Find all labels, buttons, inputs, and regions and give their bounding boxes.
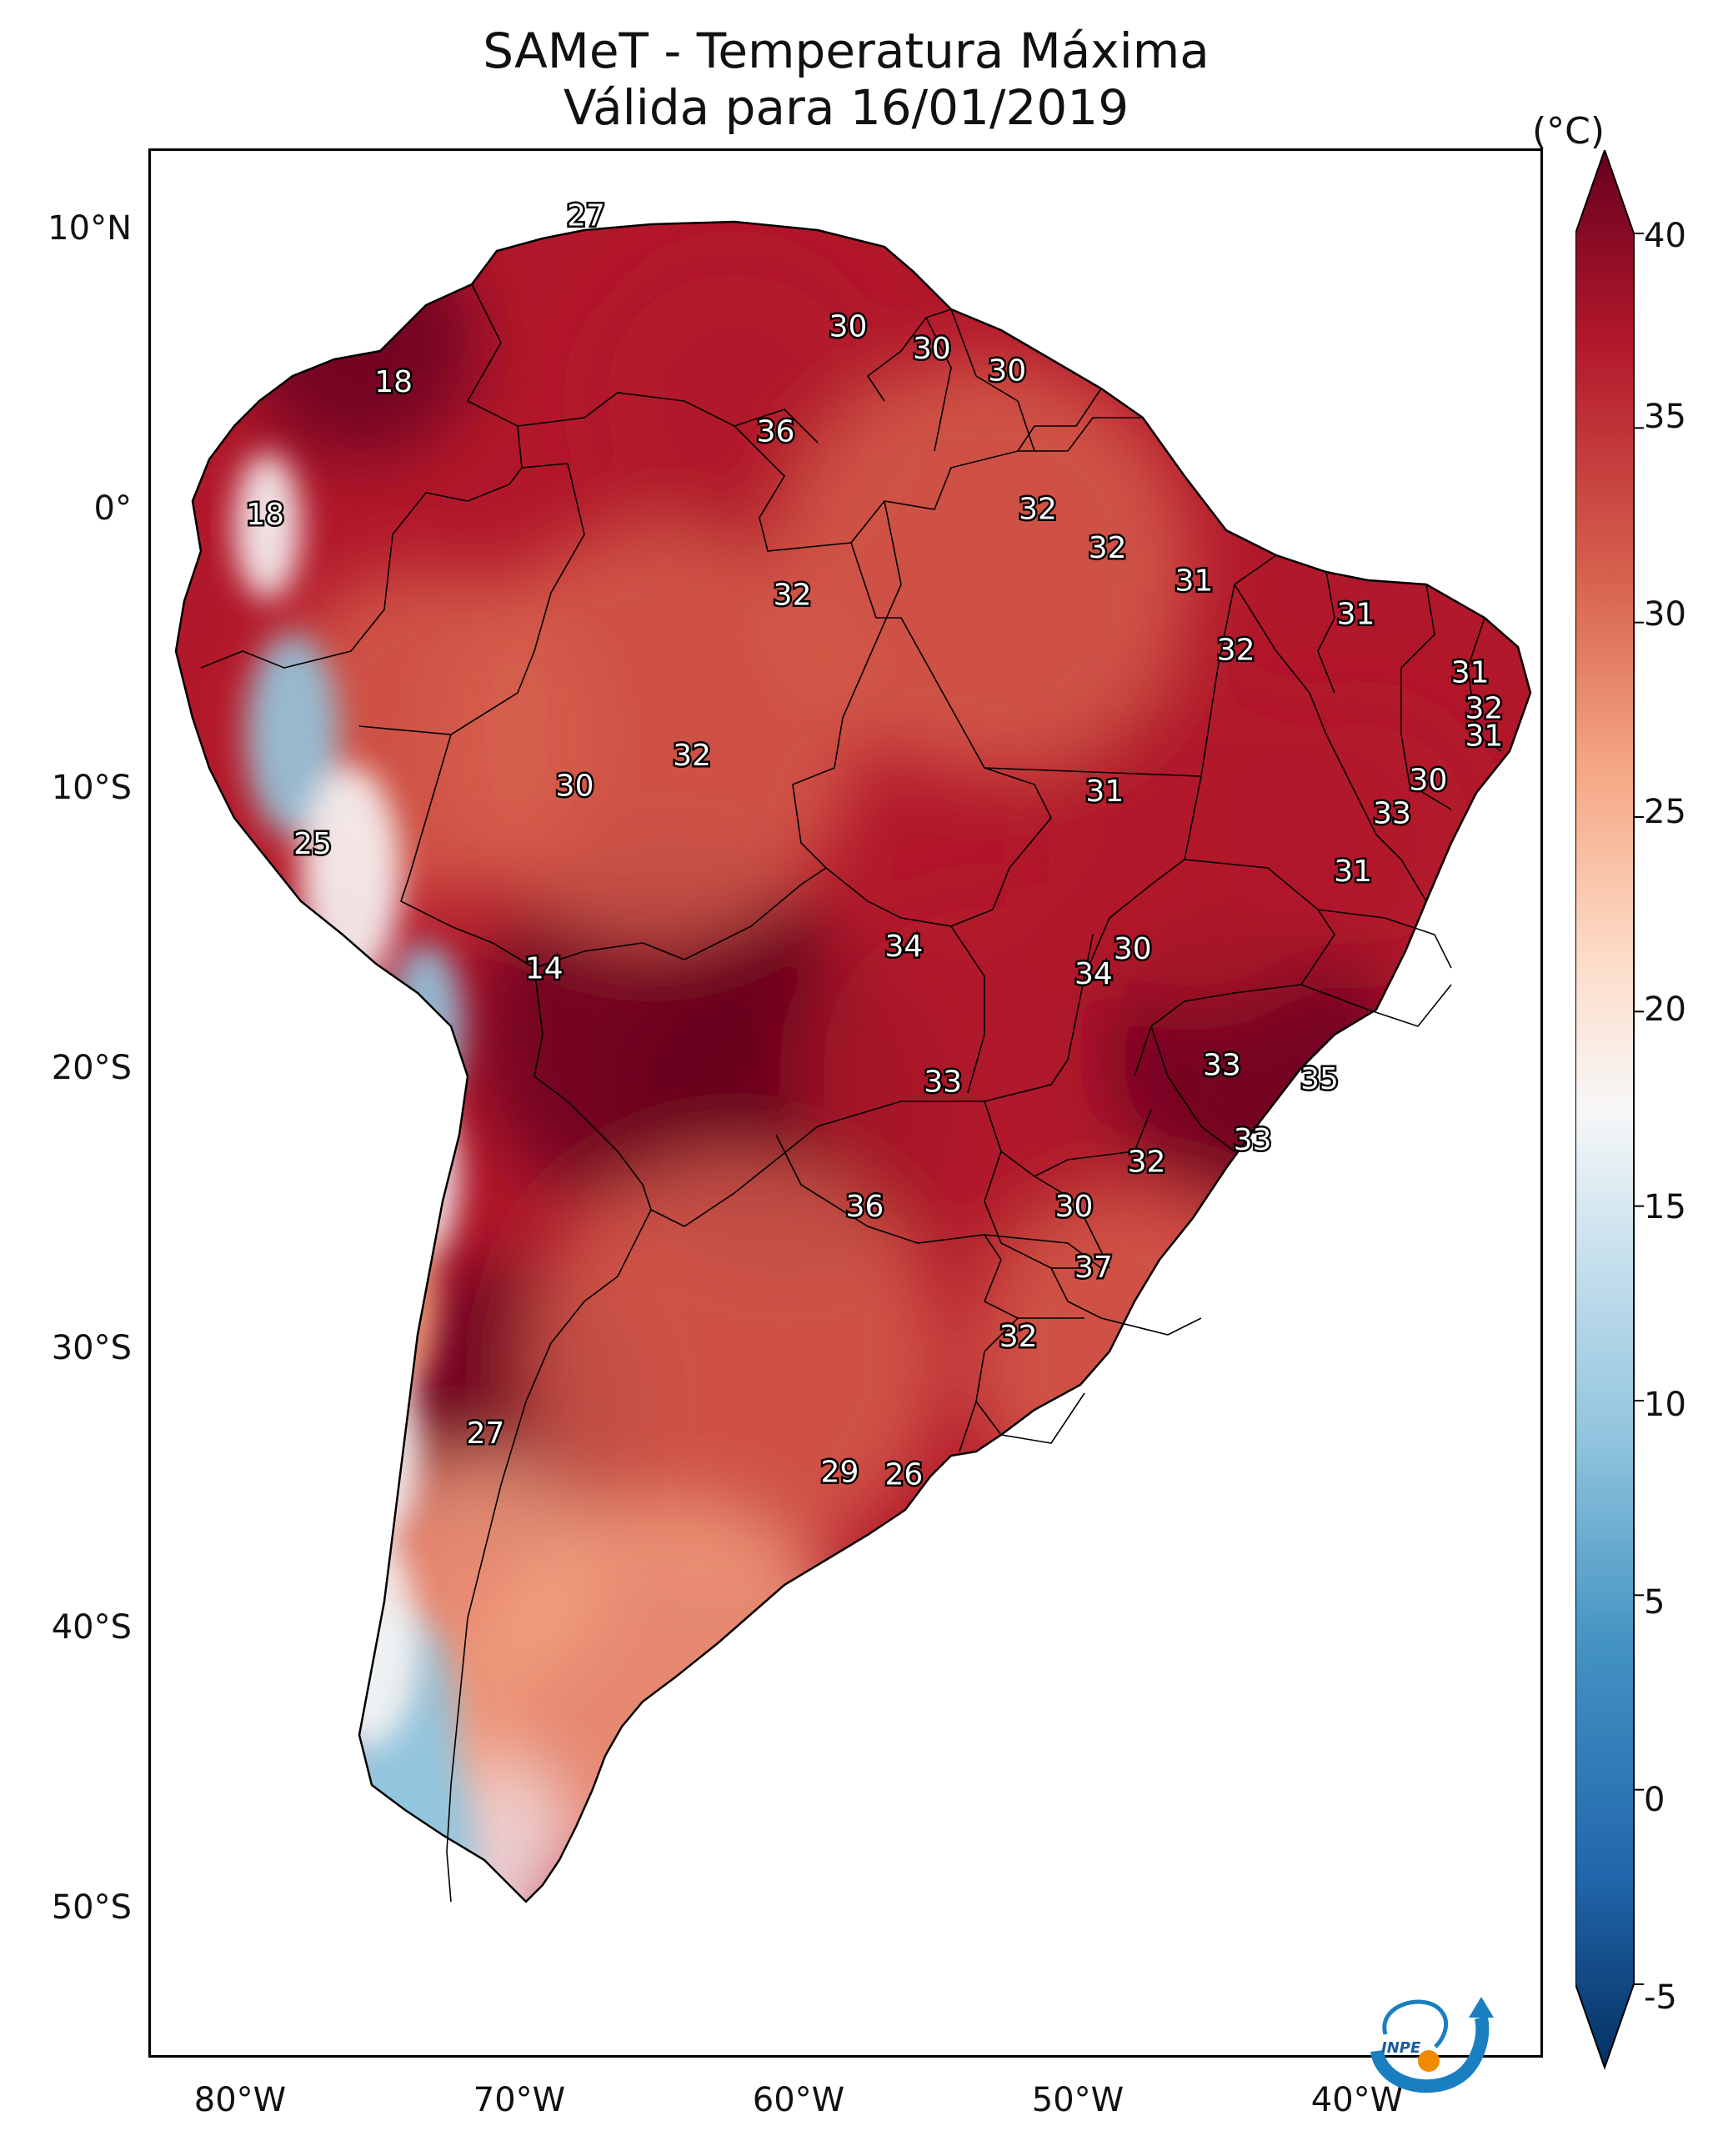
colorbar-tick-25: 25: [1644, 793, 1686, 831]
contour-label: 30: [556, 769, 594, 803]
contour-label: 32: [999, 1320, 1038, 1354]
lat-tick-10n: 10°N: [48, 209, 132, 248]
coastline: [174, 220, 1532, 1903]
colorbar-tick-40: 40: [1644, 217, 1686, 255]
contour-label: 33: [1234, 1123, 1272, 1157]
colorbar-tick-10: 10: [1644, 1386, 1686, 1424]
contour-label: 33: [1203, 1049, 1241, 1083]
contour-label: 31: [1337, 598, 1375, 632]
contour-label: 34: [1074, 957, 1113, 991]
contour-label: 31: [1465, 720, 1503, 754]
contour-label: 30: [1114, 932, 1152, 966]
heat-blob: [243, 226, 476, 459]
contour-label: 31: [1451, 655, 1490, 689]
inpe-logo: INPE: [1370, 1997, 1494, 2093]
contour-label: 34: [885, 930, 924, 964]
lon-tick-70w: 70°W: [473, 2081, 566, 2119]
heat-blob: [1226, 701, 1493, 968]
andes-cold-zone: [318, 1525, 418, 1745]
map-subtitle: Válida para 16/01/2019: [563, 79, 1129, 136]
colorbar-ramp: [1575, 150, 1635, 2071]
contour-label: 30: [988, 354, 1026, 389]
contour-label: 30: [1055, 1190, 1094, 1224]
contour-label: 18: [246, 498, 284, 532]
andes-cold-zone: [343, 1713, 476, 1902]
contour-label: 32: [1128, 1146, 1166, 1180]
contour-label: 31: [1085, 775, 1124, 809]
country-state-borders: [200, 283, 1502, 1903]
contour-label: 31: [1175, 564, 1213, 599]
andes-cold-zone: [388, 944, 463, 1109]
lon-tick-50w: 50°W: [1031, 2081, 1124, 2119]
contour-label: 25: [293, 827, 332, 861]
contour-label: 35: [1300, 1062, 1339, 1096]
logo-text: INPE: [1381, 2039, 1421, 2057]
contour-label: 29: [821, 1455, 859, 1489]
contour-label: 27: [567, 199, 605, 233]
lon-tick-60w: 60°W: [752, 2081, 845, 2119]
lat-tick-30s: 30°S: [51, 1329, 132, 1367]
contour-label: 33: [924, 1065, 962, 1099]
temperature-field: [176, 222, 1530, 1902]
contour-label: 33: [1373, 797, 1411, 831]
colorbar-tick-5: 5: [1644, 1583, 1665, 1622]
colorbar-tick-15: 15: [1644, 1188, 1686, 1226]
heat-blob: [776, 359, 1193, 776]
lat-tick-0: 0°: [93, 489, 132, 528]
contour-label: 30: [913, 332, 951, 366]
andes-cold-zone: [301, 766, 401, 986]
contour-label: 30: [829, 309, 868, 343]
heat-blob: [968, 1193, 1301, 1527]
contour-label: 32: [1089, 531, 1127, 565]
contour-label: 32: [673, 739, 711, 773]
contour-label: 32: [1019, 492, 1057, 526]
andes-cold-zone: [247, 634, 338, 835]
colorbar-tick-minus5: -5: [1644, 1978, 1677, 2017]
contour-label: 14: [525, 951, 563, 985]
andes-cold-zone: [234, 453, 301, 599]
lat-tick-50s: 50°S: [51, 1888, 132, 1927]
contour-label: 27: [467, 1416, 505, 1451]
lat-tick-10s: 10°S: [51, 769, 132, 807]
map-panel: 27 18 30 30 30 36 18 32 32 32 31 31 32 31 32 31 32 30 30 31…: [148, 148, 1543, 2058]
lon-tick-40w: 40°W: [1310, 2081, 1404, 2119]
colorbar-tick-30: 30: [1644, 595, 1686, 634]
contour-label: 37: [1074, 1251, 1113, 1285]
contour-label: 36: [757, 415, 795, 449]
lon-tick-80w: 80°W: [193, 2081, 287, 2119]
heat-blob: [801, 885, 1168, 1251]
contour-label: 32: [774, 578, 812, 612]
colorbar-unit: (°C): [1532, 110, 1605, 153]
contour-label: 36: [846, 1190, 884, 1224]
lat-tick-20s: 20°S: [51, 1049, 132, 1087]
contour-label: 18: [374, 365, 413, 399]
contour-label: 32: [1465, 691, 1503, 725]
colorbar-tick-20: 20: [1644, 990, 1686, 1029]
colorbar-tick-0: 0: [1644, 1781, 1665, 1819]
contour-label: 26: [885, 1458, 924, 1492]
andes-cold-zone: [376, 1085, 459, 1268]
colorbar-tick-35: 35: [1644, 398, 1686, 436]
contour-label: 32: [1217, 634, 1255, 668]
heat-blob: [526, 1151, 943, 1568]
colorbar: [1575, 150, 1644, 2071]
andes-cold-zone: [338, 1360, 422, 1543]
lat-tick-40s: 40°S: [51, 1608, 132, 1647]
map-title: SAMeT - Temperatura Máxima: [483, 23, 1210, 79]
contour-label: 31: [1334, 855, 1372, 889]
contour-label: 30: [1410, 764, 1448, 798]
